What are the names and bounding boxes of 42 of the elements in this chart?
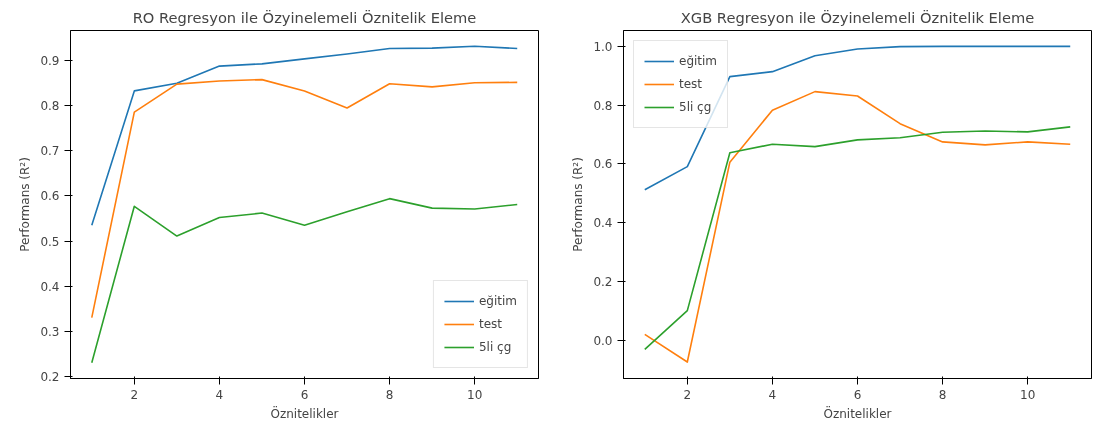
x-axis-title: Öznitelikler [270,404,339,421]
y-tick-label: 1.0 [593,39,613,54]
line-series [643,90,1072,363]
y-axis-title: Performans (R²) [571,157,586,252]
line-series [90,197,519,364]
y-tick-label: 0.6 [40,189,60,204]
x-tick-label: 2 [130,387,139,402]
y-tick-label: 0.9 [40,54,60,69]
legend-label: test [679,77,703,91]
legend-label: 5li çg [679,100,712,114]
legend-label: 5li çg [478,340,512,354]
x-tick-label: 6 [300,387,309,402]
y-tick-label: 0.2 [593,275,613,290]
x-tick-label: 4 [215,387,224,402]
line-series [643,126,1072,351]
legend-label: eğitim [478,294,517,308]
line-series [643,45,1072,191]
y-tick-label: 0.4 [593,216,613,231]
x-tick-label: 10 [1020,387,1036,402]
x-tick-label: 8 [385,387,394,402]
y-tick-label: 0.2 [40,369,60,384]
line-series [90,45,519,227]
y-tick-label: 0.3 [40,324,60,339]
x-tick-label: 10 [467,387,483,402]
x-tick-label: 8 [938,387,947,402]
y-tick-label: 0.8 [40,99,60,114]
x-tick-label: 2 [683,387,692,402]
legend-label: test [478,317,502,331]
y-tick-label: 0.5 [40,234,60,249]
y-tick-label: 0.8 [593,98,613,113]
y-tick-label: 0.7 [40,144,60,159]
chart-title: RO Regresyon ile Özyinelemeli Öznitelik Eleme [132,8,477,26]
legend-label: eğitim [679,54,718,68]
x-axis-title: Öznitelikler [823,404,892,421]
chart-title: XGB Regresyon ile Özyinelemeli Öznitelik Eleme [680,8,1035,26]
line-series [90,78,519,319]
x-tick-label: 4 [768,387,777,402]
y-axis-title: Performans (R²) [18,157,33,252]
y-tick-label: 0.0 [593,333,613,348]
x-tick-label: 6 [853,387,862,402]
y-tick-label: 0.6 [593,157,613,172]
y-tick-label: 0.4 [40,279,60,294]
